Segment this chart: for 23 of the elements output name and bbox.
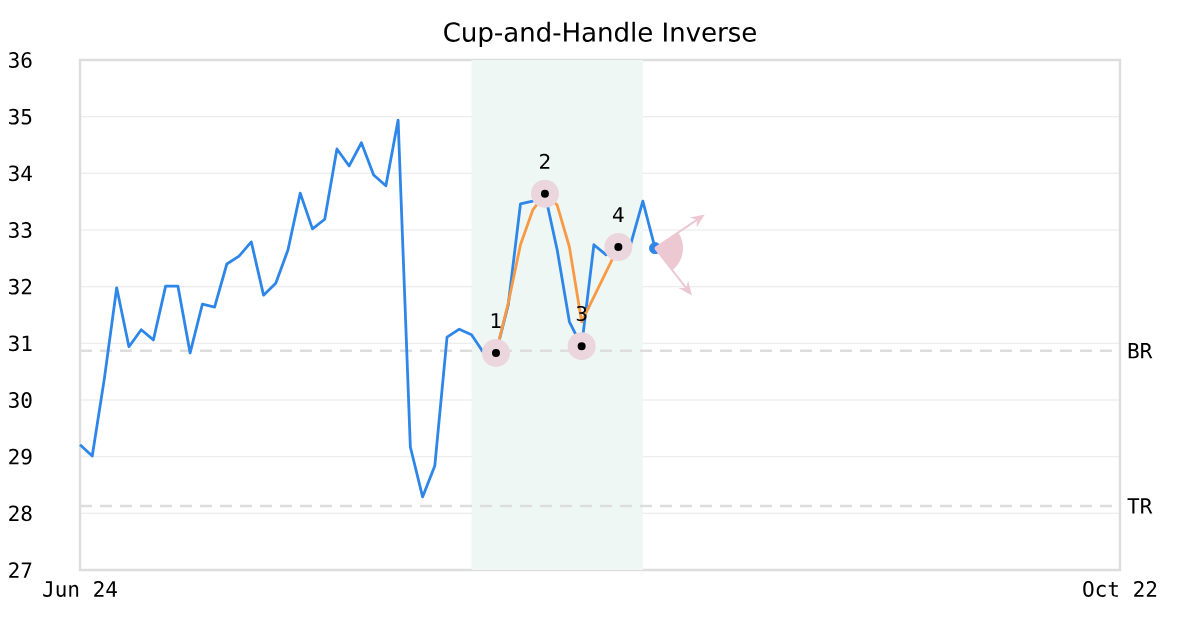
x-tick-label: Oct 22 <box>1083 581 1157 597</box>
y-tick-label: 34 <box>9 165 32 182</box>
y-tick-label: 29 <box>9 448 32 465</box>
point <box>482 338 510 367</box>
y-tick-label: 28 <box>9 505 32 522</box>
ref-line-label: BR <box>1128 343 1153 359</box>
chart-title: Cup-and-Handle Inverse <box>444 21 756 47</box>
annotation: 2 <box>540 153 550 169</box>
y-tick-label: 35 <box>9 108 32 125</box>
y-tick-label: 27 <box>9 562 32 578</box>
point <box>530 179 559 208</box>
y-tick-label: 33 <box>9 222 32 238</box>
y-tick-label: 32 <box>9 278 32 295</box>
ref-line-label: TR <box>1127 498 1153 514</box>
y-tick-label: 36 <box>9 52 32 68</box>
annotation: 1 <box>491 313 501 328</box>
y-tick-label: 31 <box>9 335 32 352</box>
point <box>567 332 596 361</box>
annotation: 4 <box>612 207 624 222</box>
point <box>604 233 633 261</box>
annotation: 3 <box>576 305 587 322</box>
x-tick-label: Jun 24 <box>43 581 117 597</box>
y-tick-label: 30 <box>9 392 32 408</box>
